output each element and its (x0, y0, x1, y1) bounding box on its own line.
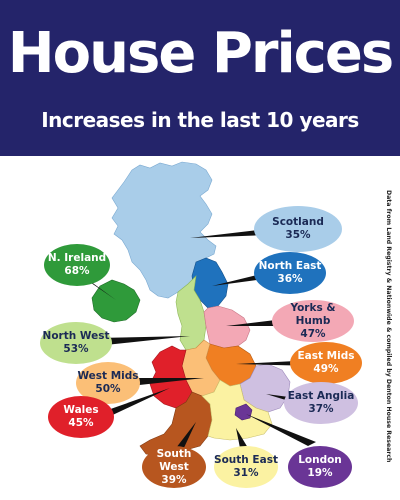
pointer-west-mids (130, 378, 204, 386)
region-name: South West (156, 447, 192, 473)
bubble-london: London 19% (288, 446, 352, 488)
region-name: South East (214, 454, 278, 466)
pointer-south-east (236, 428, 248, 448)
region-name: East Anglia (287, 390, 355, 402)
uk-region-map (72, 161, 316, 457)
bubble-south-east: South East 31% (214, 446, 278, 488)
title-banner: House Prices Increases in the last 10 ye… (0, 0, 400, 156)
bubble-yorks-humb: Yorks & Humb 47% (272, 300, 354, 342)
region-name: Wales (63, 404, 99, 416)
page-title: House Prices (7, 21, 394, 86)
region-name: East Mids (297, 350, 355, 362)
bubble-south-west: South West 39% (142, 446, 206, 488)
region-name: Yorks & Humb (290, 301, 336, 327)
region-name: North East (258, 260, 322, 272)
region-value: 45% (68, 417, 94, 429)
pointer-london (246, 414, 316, 446)
region-value: 31% (233, 467, 259, 479)
region-n-ireland (91, 279, 141, 323)
region-name: N. Ireland (47, 252, 107, 264)
region-value: 39% (161, 473, 187, 486)
source-note: Data from Land Registry & Nationwide & c… (380, 190, 394, 490)
region-name: West Mids (77, 370, 139, 382)
page-subtitle: Increases in the last 10 years (41, 108, 359, 132)
pointer-north-west (96, 336, 190, 346)
region-name: London (298, 454, 342, 466)
bubble-east-anglia: East Anglia 37% (284, 382, 358, 424)
region-value: 35% (285, 229, 311, 241)
region-london (234, 403, 253, 421)
bubble-north-east: North East 36% (254, 252, 326, 294)
region-name: North West (42, 330, 110, 342)
bubble-scotland: Scotland 35% (254, 206, 342, 252)
region-value: 50% (95, 383, 121, 395)
source-note-text: Data from Land Registry & Nationwide & c… (385, 190, 392, 463)
pointer-wales (102, 388, 170, 420)
bubble-east-mids: East Mids 49% (290, 342, 362, 384)
region-value: 36% (277, 273, 303, 285)
region-value: 53% (63, 343, 89, 355)
region-value: 49% (313, 363, 339, 375)
pointer-south-west (176, 422, 196, 452)
region-value: 68% (64, 265, 90, 277)
region-value: 19% (307, 467, 333, 479)
region-value: 47% (300, 327, 326, 340)
region-yorks-humb (203, 305, 251, 349)
region-name: Scotland (272, 216, 324, 228)
region-value: 37% (308, 403, 334, 415)
bubble-north-west: North West 53% (40, 322, 112, 364)
bubble-wales: Wales 45% (48, 396, 114, 438)
bubble-n-ireland: N. Ireland 68% (44, 244, 110, 286)
